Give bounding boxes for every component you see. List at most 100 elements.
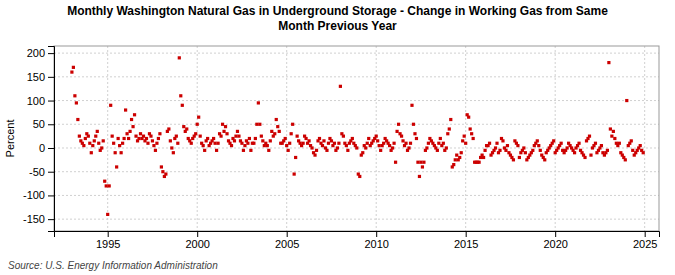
grid — [54, 46, 659, 231]
point — [618, 142, 621, 145]
point — [418, 175, 421, 178]
grid-line-x — [465, 46, 466, 231]
point — [97, 142, 100, 145]
point — [345, 144, 348, 147]
tick-mark — [287, 231, 288, 237]
point — [203, 149, 206, 152]
point — [273, 132, 276, 135]
point — [318, 137, 321, 140]
point — [612, 130, 615, 133]
point — [302, 142, 305, 145]
point — [355, 146, 358, 149]
point — [382, 142, 385, 145]
point — [461, 139, 464, 142]
point — [118, 144, 121, 147]
point — [412, 123, 415, 126]
point — [287, 149, 290, 152]
point — [400, 135, 403, 138]
point — [573, 151, 576, 154]
y-axis-label: Percent — [4, 120, 16, 158]
point — [185, 127, 188, 130]
point — [642, 151, 645, 154]
tick: 2020 — [543, 231, 567, 250]
grid-line-x — [107, 46, 108, 231]
point — [458, 156, 461, 159]
point — [96, 130, 99, 133]
point — [72, 66, 75, 69]
point — [330, 139, 333, 142]
point — [91, 144, 94, 147]
point — [114, 151, 117, 154]
point — [234, 135, 237, 138]
point — [577, 142, 580, 145]
point — [267, 149, 270, 152]
point — [322, 139, 325, 142]
point — [93, 139, 96, 142]
point — [161, 170, 164, 173]
point — [437, 142, 440, 145]
point — [518, 156, 521, 159]
tick: 2005 — [275, 231, 299, 250]
point — [315, 149, 318, 152]
point — [512, 158, 515, 161]
point — [378, 144, 381, 147]
point — [257, 101, 260, 104]
point — [464, 142, 467, 145]
point — [258, 123, 261, 126]
point — [82, 144, 85, 147]
point — [134, 135, 137, 138]
point — [442, 142, 445, 145]
tick-mark — [108, 231, 109, 237]
point — [246, 142, 249, 145]
point — [483, 149, 486, 152]
point — [199, 135, 202, 138]
grid-line-x — [644, 46, 645, 231]
tick-label: 2020 — [543, 238, 567, 250]
point — [419, 161, 422, 164]
point — [313, 154, 316, 157]
point — [142, 135, 145, 138]
axis-line — [55, 232, 660, 238]
point — [342, 135, 345, 138]
point — [478, 161, 481, 164]
grid-line-y — [54, 100, 659, 101]
y-axis: -150-100-50050100150200 — [23, 47, 55, 232]
point — [416, 161, 419, 164]
point — [498, 149, 501, 152]
point — [392, 142, 395, 145]
point — [446, 132, 449, 135]
point — [84, 137, 87, 140]
point — [336, 146, 339, 149]
grid-line-y — [54, 76, 659, 77]
point — [407, 146, 410, 149]
point — [422, 161, 425, 164]
point — [175, 135, 178, 138]
point — [243, 144, 246, 147]
point — [169, 139, 172, 142]
point — [221, 123, 224, 126]
point — [415, 137, 418, 140]
point — [588, 135, 591, 138]
point — [133, 113, 136, 116]
tick: 200 — [27, 47, 54, 59]
point — [469, 127, 472, 130]
point — [206, 137, 209, 140]
point — [504, 149, 507, 152]
point — [395, 130, 398, 133]
point — [145, 137, 148, 140]
point — [219, 135, 222, 138]
point — [560, 142, 563, 145]
point — [506, 144, 509, 147]
point — [196, 123, 199, 126]
tick-label: 2015 — [454, 238, 478, 250]
points — [70, 56, 644, 216]
point — [94, 135, 97, 138]
point — [237, 135, 240, 138]
tick-mark — [48, 53, 54, 54]
point — [460, 151, 463, 154]
point — [339, 85, 342, 88]
point — [524, 151, 527, 154]
tick: 2000 — [185, 231, 209, 250]
point — [379, 149, 382, 152]
point — [291, 123, 294, 126]
